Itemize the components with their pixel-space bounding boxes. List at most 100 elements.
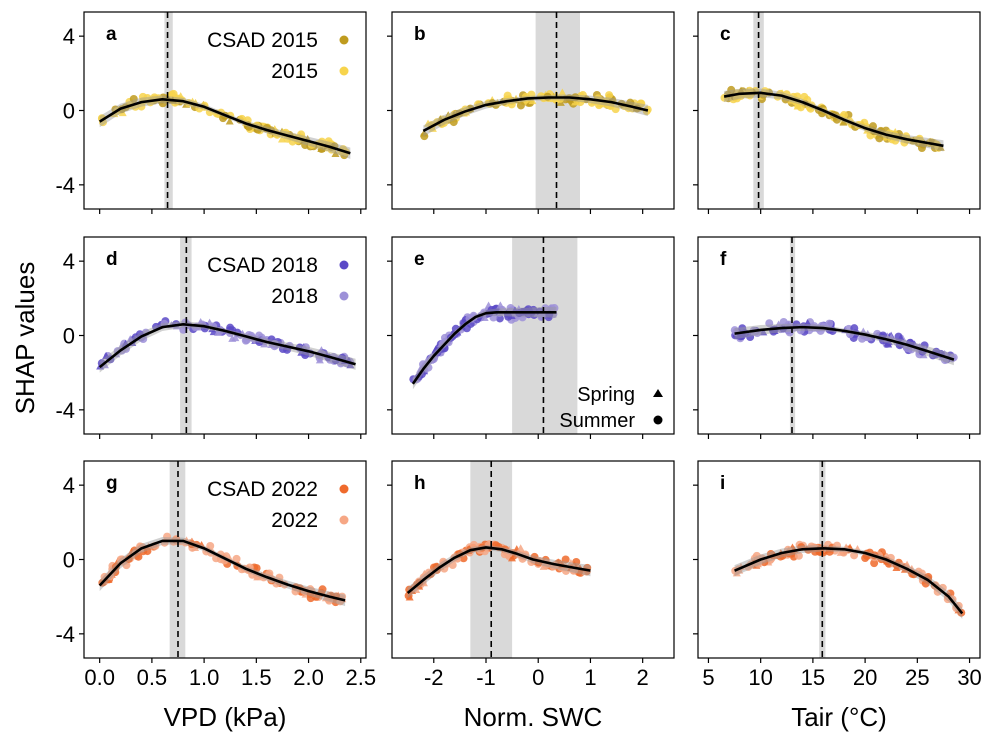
x-tick-label: 2.5: [345, 665, 376, 690]
y-tick-label: 0: [63, 548, 75, 573]
panel-letter: a: [106, 24, 117, 45]
panel-letter: i: [720, 473, 725, 494]
panel-plot-area-f: [730, 237, 958, 434]
legend-swatch-csad: [339, 35, 349, 45]
fit-line: [422, 96, 649, 133]
panel-plot-area-g: [98, 461, 347, 658]
summer-point: [794, 551, 803, 560]
panel-frame: [697, 11, 981, 210]
summer-point: [129, 94, 138, 103]
fit-line: [723, 91, 944, 148]
summer-point: [516, 101, 525, 110]
fit-line: [98, 98, 351, 155]
spring-point: [317, 144, 326, 153]
spring-point: [428, 124, 437, 132]
threshold-band: [470, 461, 513, 658]
x-tick-label: 5: [702, 665, 714, 690]
spring-point: [228, 334, 237, 342]
legend-label-csad: CSAD 2022: [207, 478, 318, 501]
spring-point: [936, 143, 945, 151]
summer-point: [324, 137, 333, 146]
y-axis-title: SHAP values: [10, 262, 40, 415]
panel-i: [693, 460, 981, 663]
x-tick-label: 0: [532, 665, 544, 690]
threshold-band: [512, 237, 578, 434]
summer-point: [504, 312, 513, 321]
y-tick-label: 0: [63, 99, 75, 124]
summer-point: [869, 122, 878, 131]
spring-point: [225, 117, 234, 125]
x-tick-label: -2: [424, 665, 444, 690]
panel-letter: h: [414, 473, 426, 494]
fit-line: [406, 546, 591, 594]
legend-label-csad: CSAD 2015: [207, 29, 318, 52]
spring-point: [126, 335, 135, 343]
y-tick-label: 0: [63, 324, 75, 349]
spring-point: [528, 96, 537, 105]
summer-point: [850, 551, 859, 560]
panel-plot-area-h: [404, 461, 592, 658]
summer-point: [448, 561, 457, 570]
summer-point: [241, 336, 250, 345]
x-tick-label: 0.5: [137, 665, 168, 690]
summer-point: [252, 564, 261, 573]
panel-e: [387, 236, 675, 439]
x-tick-label: 25: [905, 665, 929, 690]
spring-point: [405, 593, 414, 601]
spring-point: [590, 97, 599, 105]
panel-letter: f: [720, 249, 727, 270]
spring-point: [737, 86, 746, 94]
panel-d: [79, 236, 367, 439]
legend-label-spring: Spring: [577, 384, 635, 406]
spring-point: [331, 149, 340, 157]
summer-point: [894, 332, 903, 341]
panel-f: [693, 236, 981, 439]
summer-point: [449, 118, 458, 127]
summer-point: [850, 324, 859, 333]
x-tick-label: 1: [584, 665, 596, 690]
legend-label-year: 2022: [271, 509, 318, 532]
summer-point: [134, 552, 143, 561]
summer-point: [605, 91, 614, 100]
spring-point: [191, 543, 200, 552]
spring-point: [891, 128, 900, 136]
summer-point: [561, 555, 570, 564]
legend-swatch-year: [339, 515, 349, 525]
summer-point: [765, 319, 774, 328]
panel-letter: d: [106, 249, 118, 270]
legend-swatch-year: [339, 66, 349, 76]
summer-point: [232, 554, 241, 563]
spring-point: [496, 301, 505, 309]
summer-point: [167, 90, 176, 99]
summer-point: [779, 317, 788, 326]
threshold-band: [819, 461, 826, 658]
summer-point: [870, 559, 879, 568]
spring-point: [884, 337, 893, 346]
spring-point: [516, 544, 525, 552]
panel-plot-area-a: [97, 12, 351, 209]
summer-point: [122, 561, 131, 570]
fit-line: [734, 325, 955, 361]
legend-spring-triangle: [653, 389, 663, 397]
spring-point: [480, 313, 489, 321]
panel-plot-area-c: [720, 12, 945, 209]
y-tick-label: -4: [55, 398, 75, 423]
legend-swatch-year: [339, 291, 349, 301]
legend-swatch-csad: [339, 484, 349, 494]
threshold-band: [535, 12, 580, 209]
legend-summer-circle: [653, 415, 663, 425]
panel-letter: b: [414, 24, 426, 45]
x-axis-title: Tair (°C): [791, 702, 887, 732]
spring-point: [803, 319, 812, 327]
threshold-band: [789, 237, 796, 434]
spring-point: [277, 135, 286, 143]
summer-point: [839, 111, 848, 120]
summer-point: [420, 132, 429, 141]
spring-point: [346, 361, 355, 369]
summer-point: [800, 92, 809, 101]
panel-b: [387, 11, 675, 214]
y-tick-label: 4: [63, 473, 75, 498]
spring-point: [903, 560, 912, 568]
panel-g: [79, 460, 367, 663]
